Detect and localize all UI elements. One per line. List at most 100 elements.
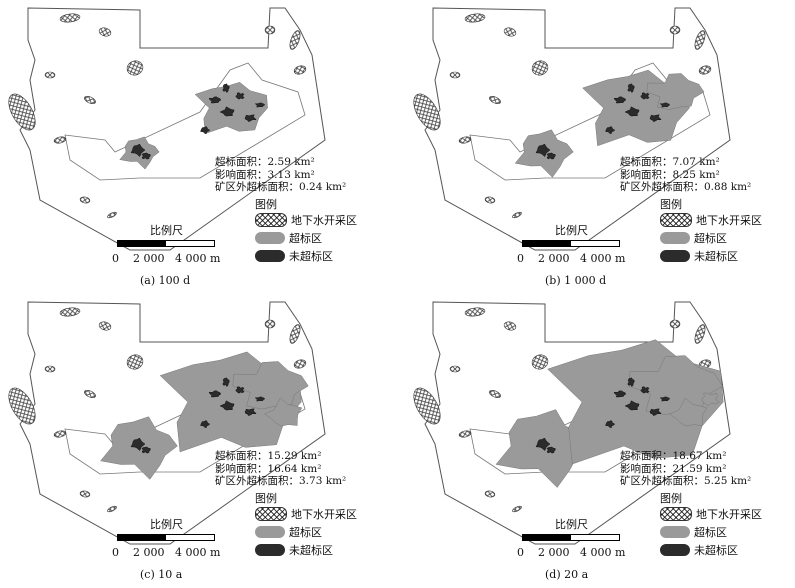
not-exceed-area xyxy=(640,92,650,100)
not-exceed-area xyxy=(141,446,151,454)
exploit-area-swatch-icon xyxy=(660,507,692,521)
panel-caption: (c) 10 a xyxy=(140,568,183,581)
scale-bar xyxy=(522,534,620,541)
map-canvas xyxy=(413,301,731,545)
exploit-area xyxy=(694,324,706,344)
not-exceed-area xyxy=(235,386,245,394)
legend-item: 地下水开采区 xyxy=(660,506,762,522)
map-canvas xyxy=(413,7,731,251)
not-exceed-area xyxy=(222,83,230,94)
legend-label: 未超标区 xyxy=(694,544,738,557)
legend-label: 超标区 xyxy=(289,526,322,539)
not-exceed-area xyxy=(659,102,671,108)
legend-title: 图例 xyxy=(660,198,682,211)
not-exceed-area xyxy=(627,83,635,94)
exploit-area xyxy=(79,196,91,204)
scale-bar-white xyxy=(571,535,619,540)
exploit-area xyxy=(98,321,112,331)
scale-ticks: 0 2 000 4 000 m xyxy=(517,252,626,265)
legend-title: 图例 xyxy=(255,198,277,211)
exceed-area xyxy=(668,397,708,427)
scale-title: 比例尺 xyxy=(555,224,588,237)
stat-line: 矿区外超标面积：0.24 km² xyxy=(215,181,347,193)
exploit-area xyxy=(44,71,56,79)
stat-line: 影响面积：8.25 km² xyxy=(620,168,720,181)
not-exceed-area-swatch-icon xyxy=(255,544,285,556)
exploit-area xyxy=(413,387,441,425)
stat-line: 超标面积：15.29 km² xyxy=(215,450,322,462)
exploit-area-swatch-icon xyxy=(660,213,692,227)
exploit-area xyxy=(489,95,501,105)
scale-title: 比例尺 xyxy=(150,224,183,237)
not-exceed-area-swatch-icon xyxy=(660,250,690,262)
exploit-area xyxy=(464,13,486,23)
scale-title: 比例尺 xyxy=(555,518,588,531)
exploit-area xyxy=(264,319,276,329)
exploit-area xyxy=(531,60,549,76)
legend-title: 图例 xyxy=(660,492,682,505)
legend-label: 地下水开采区 xyxy=(696,508,762,521)
legend-label: 未超标区 xyxy=(289,544,333,557)
not-exceed-area xyxy=(605,126,616,135)
exploit-area xyxy=(512,505,522,513)
legend-item: 未超标区 xyxy=(660,542,738,558)
not-exceed-area xyxy=(624,106,640,117)
legend-item: 超标区 xyxy=(255,524,322,540)
not-exceed-area xyxy=(235,92,245,100)
region-boundary xyxy=(424,7,731,251)
exploit-area xyxy=(503,321,517,331)
map-canvas xyxy=(8,301,326,545)
scale-bar-white xyxy=(571,241,619,246)
exceed-area-swatch-icon xyxy=(660,526,690,538)
exploit-area xyxy=(464,307,486,317)
region-boundary xyxy=(424,301,731,545)
exceed-area-swatch-icon xyxy=(660,232,690,244)
stat-line: 影响面积：16.64 km² xyxy=(215,462,322,475)
not-exceed-area xyxy=(130,143,146,158)
scale-ticks: 0 2 000 4 000 m xyxy=(112,252,221,265)
exceed-area xyxy=(194,82,268,134)
exploit-area xyxy=(98,27,112,37)
map-panel: 超标面积：15.29 km² 影响面积：16.64 km² 矿区外超标面积：3.73… xyxy=(0,294,397,588)
exploit-area-swatch-icon xyxy=(255,507,287,521)
not-exceed-area xyxy=(244,114,257,123)
stat-line: 矿区外超标面积：3.73 km² xyxy=(215,475,347,487)
exploit-area xyxy=(84,389,96,399)
legend-label: 超标区 xyxy=(289,232,322,245)
scale-bar-black xyxy=(523,241,571,246)
stat-line: 超标面积：18.67 km² xyxy=(620,450,727,462)
not-exceed-area xyxy=(613,390,627,398)
exploit-area xyxy=(458,136,472,144)
scale-title: 比例尺 xyxy=(150,518,183,531)
scale-bar xyxy=(117,240,215,247)
area-stats: 超标面积：15.29 km² 影响面积：16.64 km² 矿区外超标面积：3.73… xyxy=(215,450,346,488)
scale-bar-black xyxy=(118,535,166,540)
exploit-area xyxy=(293,65,307,75)
region-boundary xyxy=(19,301,326,545)
legend-item: 未超标区 xyxy=(255,248,333,264)
not-exceed-area xyxy=(130,437,146,452)
map-canvas xyxy=(8,7,326,251)
exploit-area xyxy=(531,354,549,370)
stat-line: 超标面积：2.59 km² xyxy=(215,156,315,168)
not-exceed-area xyxy=(141,152,151,160)
exploit-area xyxy=(484,196,496,204)
area-stats: 超标面积：7.07 km² 影响面积：8.25 km² 矿区外超标面积：0.88 k… xyxy=(620,156,751,194)
not-exceed-area xyxy=(200,126,211,135)
exploit-area xyxy=(53,136,67,144)
exploit-area-swatch-icon xyxy=(255,213,287,227)
legend-label: 地下水开采区 xyxy=(696,214,762,227)
legend-label: 地下水开采区 xyxy=(291,214,357,227)
not-exceed-area xyxy=(219,400,235,411)
stat-line: 矿区外超标面积：5.25 km² xyxy=(620,475,752,487)
exploit-area xyxy=(84,95,96,105)
not-exceed-area xyxy=(244,408,257,417)
legend-item: 地下水开采区 xyxy=(255,212,357,228)
exploit-area xyxy=(107,211,117,219)
not-exceed-area xyxy=(200,420,211,429)
exceed-area xyxy=(646,73,705,110)
exploit-area xyxy=(53,430,67,438)
not-exceed-area xyxy=(649,408,662,417)
legend-label: 地下水开采区 xyxy=(291,508,357,521)
not-exceed-area xyxy=(222,377,230,388)
